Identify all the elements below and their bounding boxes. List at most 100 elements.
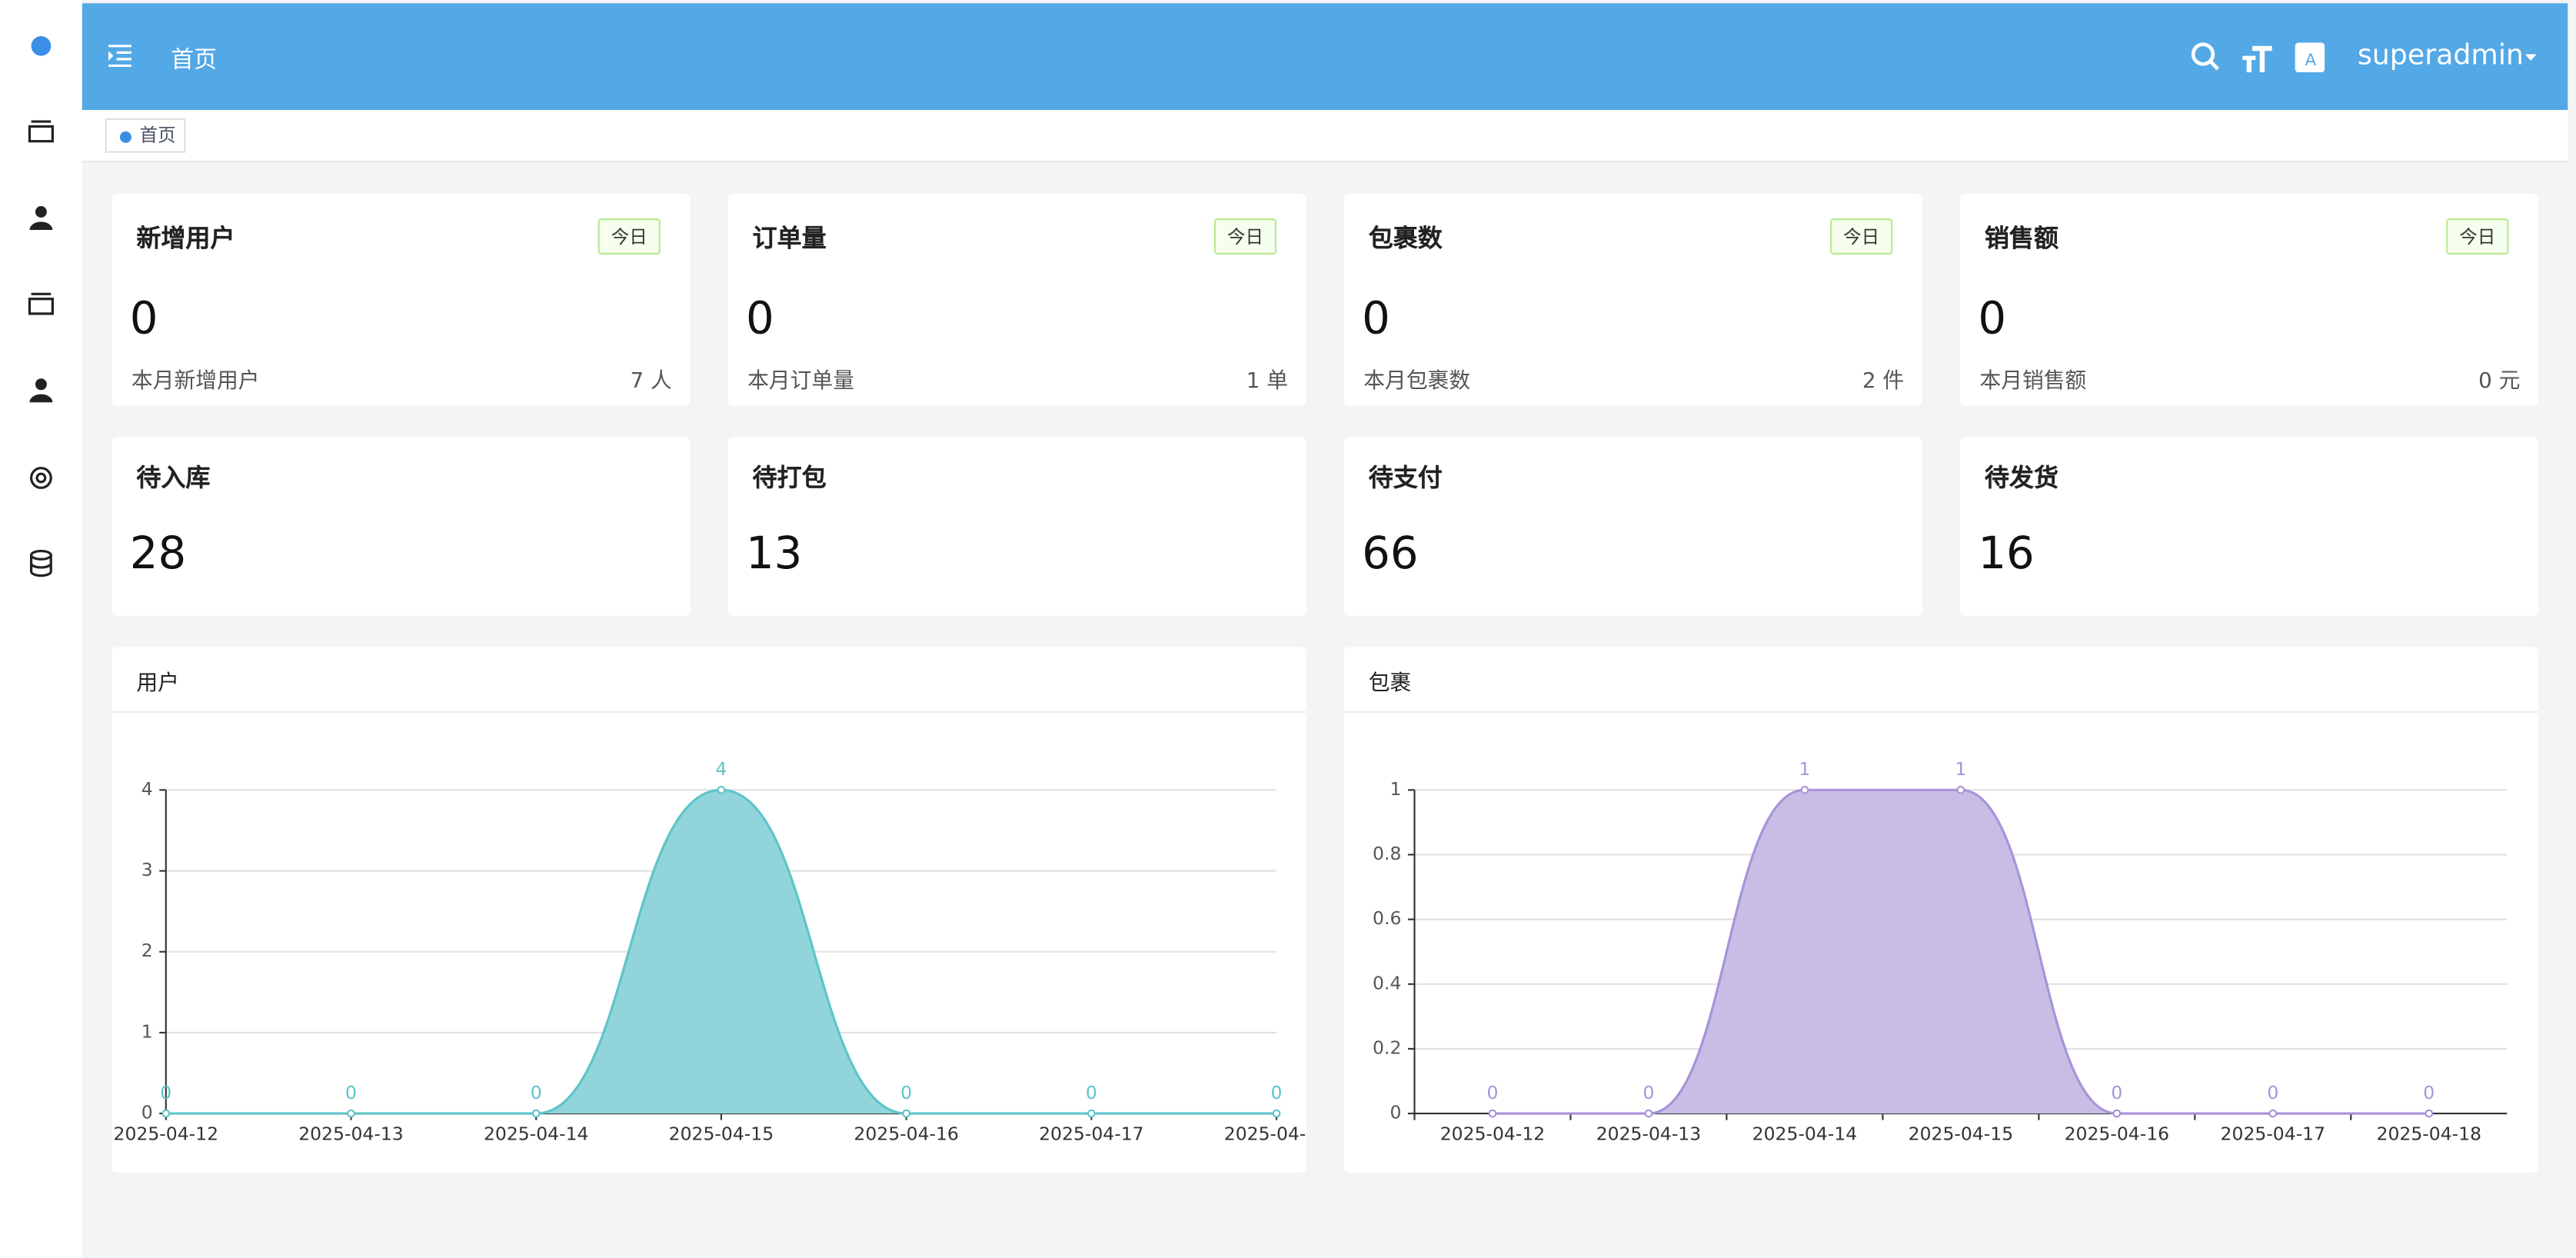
header: 首页 A superadmin <box>82 3 2568 111</box>
search-icon[interactable] <box>2191 42 2215 66</box>
card-title: 新增用户 <box>136 223 235 253</box>
point <box>902 1109 910 1118</box>
translate-icon[interactable] <box>2295 42 2325 72</box>
data-label: 0 <box>1271 1082 1283 1103</box>
point <box>1087 1109 1096 1118</box>
point <box>347 1109 355 1118</box>
x-tick-label: 2025-04-13 <box>298 1123 404 1144</box>
card-title: 待打包 <box>752 463 827 493</box>
x-tick-label: 2025-04-16 <box>2065 1123 2170 1144</box>
database-icon[interactable] <box>29 549 52 561</box>
point <box>1956 785 1965 794</box>
x-tick-label: 2025-04-14 <box>484 1123 589 1144</box>
chart-title: 包裹 <box>1368 671 1412 697</box>
x-tick-label: 2025-04-14 <box>1752 1123 1858 1144</box>
pending-value: 16 <box>1978 528 2035 580</box>
tab[interactable]: 首页 <box>105 118 186 153</box>
card-title: 包裹数 <box>1368 223 1443 253</box>
user-name[interactable]: superadmin <box>2357 39 2524 72</box>
footer-label: 本月新增用户 <box>131 369 260 394</box>
data-label: 0 <box>2267 1082 2278 1103</box>
y-tick-label: 0 <box>141 1102 153 1123</box>
chart-card: 用户 0 1 2 3 4 2025-04-12 2025-04-13 2025-04-14 202… <box>111 647 1306 1173</box>
x-tick-label: 2025-04-15 <box>1909 1123 2014 1144</box>
footer-label: 本月包裹数 <box>1363 369 1471 394</box>
stat-value: 0 <box>1362 294 1390 345</box>
dashboard-icon[interactable] <box>31 35 52 56</box>
y-tick-label: 0 <box>1390 1102 1401 1123</box>
x-tick-label: 2025-04-17 <box>1039 1123 1144 1144</box>
point <box>2425 1109 2434 1118</box>
point <box>531 1109 541 1118</box>
chart-title: 用户 <box>136 671 179 697</box>
divider <box>111 711 1306 713</box>
settings-icon[interactable] <box>29 467 52 489</box>
stat-value: 0 <box>745 294 774 345</box>
x-tick-label: 2025-04-18 <box>2377 1123 2482 1144</box>
point <box>2268 1109 2278 1118</box>
user-icon[interactable] <box>35 378 47 391</box>
y-tick-label: 1 <box>1390 778 1401 800</box>
x-tick-label: 2025-04-15 <box>669 1123 774 1144</box>
y-tick-label: 4 <box>141 778 153 800</box>
card-title: 待发货 <box>1984 463 2059 493</box>
data-label: 1 <box>1955 758 1966 780</box>
tab-bar: 首页 <box>82 110 2568 163</box>
data-label: 0 <box>2111 1082 2122 1103</box>
card-title: 待支付 <box>1368 463 1443 493</box>
chart: 0 0.2 0.4 0.6 0.8 1 2025-04-12 2025-04-13 2025-0… <box>1373 758 2508 1144</box>
x-tick-label: 2025-04-18 <box>1224 1123 1306 1144</box>
font-size-icon[interactable] <box>2242 45 2272 72</box>
today-tag: 今日 <box>597 218 661 255</box>
today-tag: 今日 <box>1830 218 1893 255</box>
footer-label: 本月销售额 <box>1979 369 2087 394</box>
menu-toggle[interactable] <box>107 43 133 69</box>
menu-icon[interactable] <box>28 125 54 143</box>
header-tools: A <box>2191 42 2325 72</box>
data-label: 0 <box>160 1082 171 1103</box>
pending-card: 待支付 66 <box>1343 437 1922 616</box>
footer-value: 2 件 <box>1862 369 1905 394</box>
point <box>161 1109 171 1118</box>
y-tick-label: 3 <box>141 859 153 880</box>
pending-value: 66 <box>1362 528 1419 580</box>
footer-value: 1 单 <box>1246 369 1289 394</box>
data-label: 0 <box>345 1082 357 1103</box>
x-tick-label: 2025-04-17 <box>2221 1123 2326 1144</box>
svg-text:A: A <box>2305 51 2316 70</box>
area <box>1492 790 2429 1114</box>
footer-value: 7 人 <box>630 369 672 394</box>
pending-value: 28 <box>129 528 187 580</box>
footer-label: 本月订单量 <box>747 369 855 394</box>
card-title: 订单量 <box>752 223 827 253</box>
page-title: 首页 <box>171 47 218 75</box>
x-tick-label: 2025-04-12 <box>114 1123 219 1144</box>
data-label: 1 <box>1799 758 1810 780</box>
x-tick-label: 2025-04-16 <box>854 1123 959 1144</box>
point <box>1644 1109 1653 1118</box>
point <box>1272 1109 1281 1118</box>
data-label: 4 <box>715 758 727 780</box>
y-tick-label: 0.8 <box>1373 843 1401 864</box>
point <box>1800 785 1809 794</box>
sidebar-icons <box>28 35 54 577</box>
stat-value: 0 <box>1978 294 2007 345</box>
stat-value: 0 <box>129 294 158 345</box>
card-title: 销售额 <box>1984 223 2059 253</box>
divider <box>1343 711 2538 713</box>
user-icon[interactable] <box>35 206 47 218</box>
point <box>2112 1109 2122 1118</box>
x-tick-label: 2025-04-12 <box>1440 1123 1546 1144</box>
pending-card: 待入库 28 <box>111 437 691 616</box>
footer-value: 0 元 <box>2478 369 2521 394</box>
data-label: 0 <box>1642 1082 1654 1103</box>
user-caret[interactable] <box>2524 51 2540 64</box>
stat-card: 订单量 今日 0 本月订单量 1 单 <box>727 194 1306 406</box>
menu-icon[interactable] <box>28 298 54 315</box>
pending-card: 待打包 13 <box>727 437 1306 616</box>
data-label: 0 <box>900 1082 912 1103</box>
area <box>165 790 1277 1114</box>
stat-card: 销售额 今日 0 本月销售额 0 元 <box>1959 194 2538 406</box>
